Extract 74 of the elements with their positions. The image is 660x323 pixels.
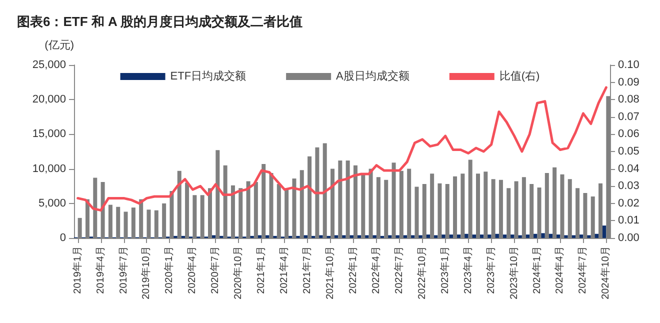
x-tick-label: 2021年1月 bbox=[255, 246, 268, 294]
y2-tick-label: 0.08 bbox=[618, 94, 640, 106]
legend-label: 比值(右) bbox=[499, 70, 540, 82]
x-tick-label: 2024年10月 bbox=[600, 246, 612, 300]
x-tick-label: 2020年1月 bbox=[163, 246, 176, 294]
bar bbox=[586, 235, 591, 238]
y-tick-label: 25,000 bbox=[32, 59, 66, 71]
x-tick-label: 2024年1月 bbox=[530, 246, 543, 294]
x-tick-label: 2021年4月 bbox=[278, 246, 290, 294]
y2-tick-label: 0.05 bbox=[618, 146, 640, 158]
y2-tick-label: 0.06 bbox=[618, 128, 640, 140]
legend-label: A股日均成交额 bbox=[336, 70, 410, 82]
y2-tick-label: 0.04 bbox=[618, 162, 640, 175]
x-tick-label: 2022年4月 bbox=[370, 246, 382, 294]
x-tick-label: 2023年7月 bbox=[484, 246, 497, 294]
bar bbox=[342, 235, 346, 238]
bar bbox=[510, 234, 514, 238]
bar bbox=[265, 235, 270, 238]
bar bbox=[518, 235, 522, 238]
y2-tick-label: 0.07 bbox=[618, 110, 640, 123]
line-series bbox=[76, 86, 608, 212]
x-tick-label: 2024年4月 bbox=[554, 246, 566, 294]
x-tick-label: 2023年10月 bbox=[508, 246, 520, 300]
bar bbox=[318, 235, 323, 238]
y-tick-label: 10,000 bbox=[32, 162, 66, 175]
x-tick-label: 2022年1月 bbox=[346, 246, 359, 294]
bar bbox=[372, 235, 376, 238]
x-tick-label: 2020年10月 bbox=[232, 246, 244, 300]
bar bbox=[258, 235, 262, 238]
bar bbox=[533, 234, 538, 238]
bar bbox=[388, 235, 392, 238]
y2-tick-label: 0.02 bbox=[618, 197, 640, 210]
x-tick-label: 2022年7月 bbox=[392, 246, 405, 294]
bar bbox=[334, 235, 338, 238]
bar bbox=[540, 233, 545, 238]
x-tick-label: 2019年7月 bbox=[117, 246, 130, 294]
bar bbox=[410, 235, 415, 238]
x-tick-label: 2020年7月 bbox=[209, 246, 222, 294]
bar bbox=[572, 235, 576, 238]
bar bbox=[564, 235, 568, 238]
x-tick-label: 2019年10月 bbox=[140, 246, 152, 300]
y2-tick-label: 0.10 bbox=[618, 59, 640, 71]
x-tick-label: 2023年1月 bbox=[438, 246, 451, 294]
y-tick-label: 15,000 bbox=[32, 128, 66, 140]
x-tick-label: 2019年1月 bbox=[71, 246, 84, 294]
bar bbox=[434, 235, 438, 238]
bar bbox=[304, 235, 308, 238]
bar bbox=[418, 235, 422, 238]
x-tick-label: 2020年4月 bbox=[186, 246, 198, 294]
x-tick-label: 2023年4月 bbox=[462, 246, 474, 294]
bar bbox=[212, 235, 216, 238]
bar bbox=[487, 234, 492, 238]
bar bbox=[349, 235, 354, 238]
y-tick-label: 5,000 bbox=[38, 197, 66, 210]
y2-tick-label: 0.00 bbox=[618, 232, 640, 244]
chart-title: 图表6：ETF 和 A 股的月度日均成交额及二者比值 bbox=[17, 14, 303, 29]
y-tick-label: 0 bbox=[60, 232, 66, 244]
bar bbox=[403, 235, 408, 238]
bar bbox=[441, 234, 446, 238]
x-tick-label: 2019年4月 bbox=[94, 246, 106, 294]
y-axis-title: (亿元) bbox=[44, 40, 74, 52]
bar bbox=[464, 234, 468, 238]
bar bbox=[395, 235, 400, 238]
bar bbox=[364, 235, 369, 238]
y2-tick-label: 0.01 bbox=[618, 214, 640, 227]
x-tick-label: 2021年10月 bbox=[324, 246, 336, 300]
bar bbox=[357, 235, 362, 238]
y2-tick-label: 0.03 bbox=[618, 180, 640, 192]
y2-tick-label: 0.09 bbox=[618, 76, 640, 88]
x-tick-label: 2022年10月 bbox=[416, 246, 428, 300]
x-tick-label: 2021年7月 bbox=[301, 246, 314, 294]
legend-label: ETF日均成交额 bbox=[170, 70, 246, 82]
x-tick-label: 2024年7月 bbox=[576, 246, 589, 294]
y-tick-label: 20,000 bbox=[32, 94, 66, 106]
